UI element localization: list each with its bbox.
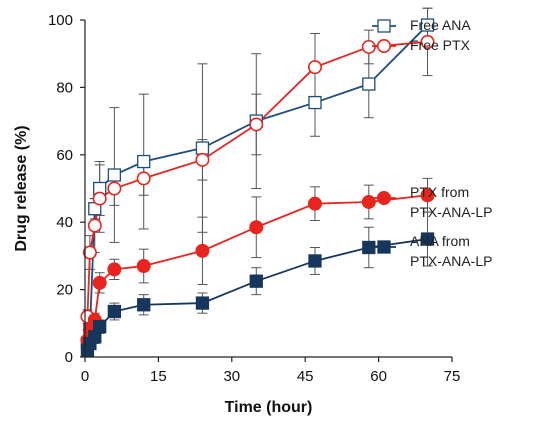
data-point: [308, 254, 322, 268]
axes: [80, 19, 453, 362]
data-point: [92, 275, 107, 290]
legend-marker: [377, 240, 391, 254]
data-point: [195, 152, 210, 167]
data-point: [137, 298, 151, 312]
legend-item: Free PTX: [372, 37, 471, 53]
data-point: [195, 141, 210, 155]
data-point: [82, 245, 97, 260]
data-point: [249, 274, 263, 288]
x-tick-label: 0: [81, 368, 89, 385]
data-point: [307, 60, 322, 75]
data-point: [361, 194, 376, 209]
data-point: [420, 232, 435, 246]
data-point: [249, 220, 264, 235]
data-point: [307, 196, 322, 211]
legend-marker: [376, 38, 391, 53]
y-tick-label: 80: [56, 79, 73, 96]
y-axis-title: Drug release (%): [13, 125, 30, 251]
data-point: [107, 168, 122, 182]
series-markers: [80, 18, 435, 357]
legend-label: PTX from: [410, 184, 469, 200]
y-tick-label: 40: [56, 214, 73, 231]
data-point: [136, 259, 151, 274]
legend-label: Free ANA: [410, 17, 471, 33]
data-point: [361, 39, 376, 54]
tick-labels: 0 15 30 45 60 75 0 20 40 60 80 100: [48, 12, 460, 385]
data-point: [136, 171, 151, 186]
data-point: [87, 218, 102, 233]
y-tick-label: 0: [65, 349, 73, 366]
legend-item: ANA from PTX-ANA-LP: [372, 233, 492, 269]
x-axis-title: Time (hour): [225, 399, 313, 416]
x-tick-label: 75: [444, 368, 461, 385]
data-point: [249, 117, 264, 132]
data-point: [308, 95, 322, 110]
data-point: [137, 154, 151, 169]
legend-marker: [376, 191, 391, 206]
data-point: [92, 191, 107, 206]
legend-marker: [377, 19, 391, 33]
x-tick-label: 45: [297, 368, 314, 385]
data-point: [420, 188, 435, 203]
data-point: [420, 18, 435, 32]
legend-label: ANA from: [410, 233, 470, 249]
data-point: [420, 34, 435, 49]
data-point: [195, 243, 210, 258]
legend-item: PTX from PTX-ANA-LP: [372, 184, 492, 220]
x-tick-label: 15: [150, 368, 167, 385]
data-point: [107, 304, 122, 319]
legend-label: PTX-ANA-LP: [410, 204, 492, 220]
y-tick-label: 60: [56, 147, 73, 164]
x-tick-label: 60: [370, 368, 387, 385]
legend-label: Free PTX: [410, 37, 471, 53]
legend-item: Free ANA: [372, 17, 471, 33]
y-tick-label: 20: [56, 282, 73, 299]
data-point: [107, 262, 122, 277]
data-point: [362, 77, 376, 91]
x-tick-label: 30: [223, 368, 240, 385]
data-point: [93, 320, 107, 334]
data-point: [107, 181, 122, 196]
y-tick-label: 100: [48, 12, 73, 29]
data-point: [195, 296, 210, 310]
legend-label: PTX-ANA-LP: [410, 253, 492, 269]
series-line-1: [84, 41, 428, 358]
